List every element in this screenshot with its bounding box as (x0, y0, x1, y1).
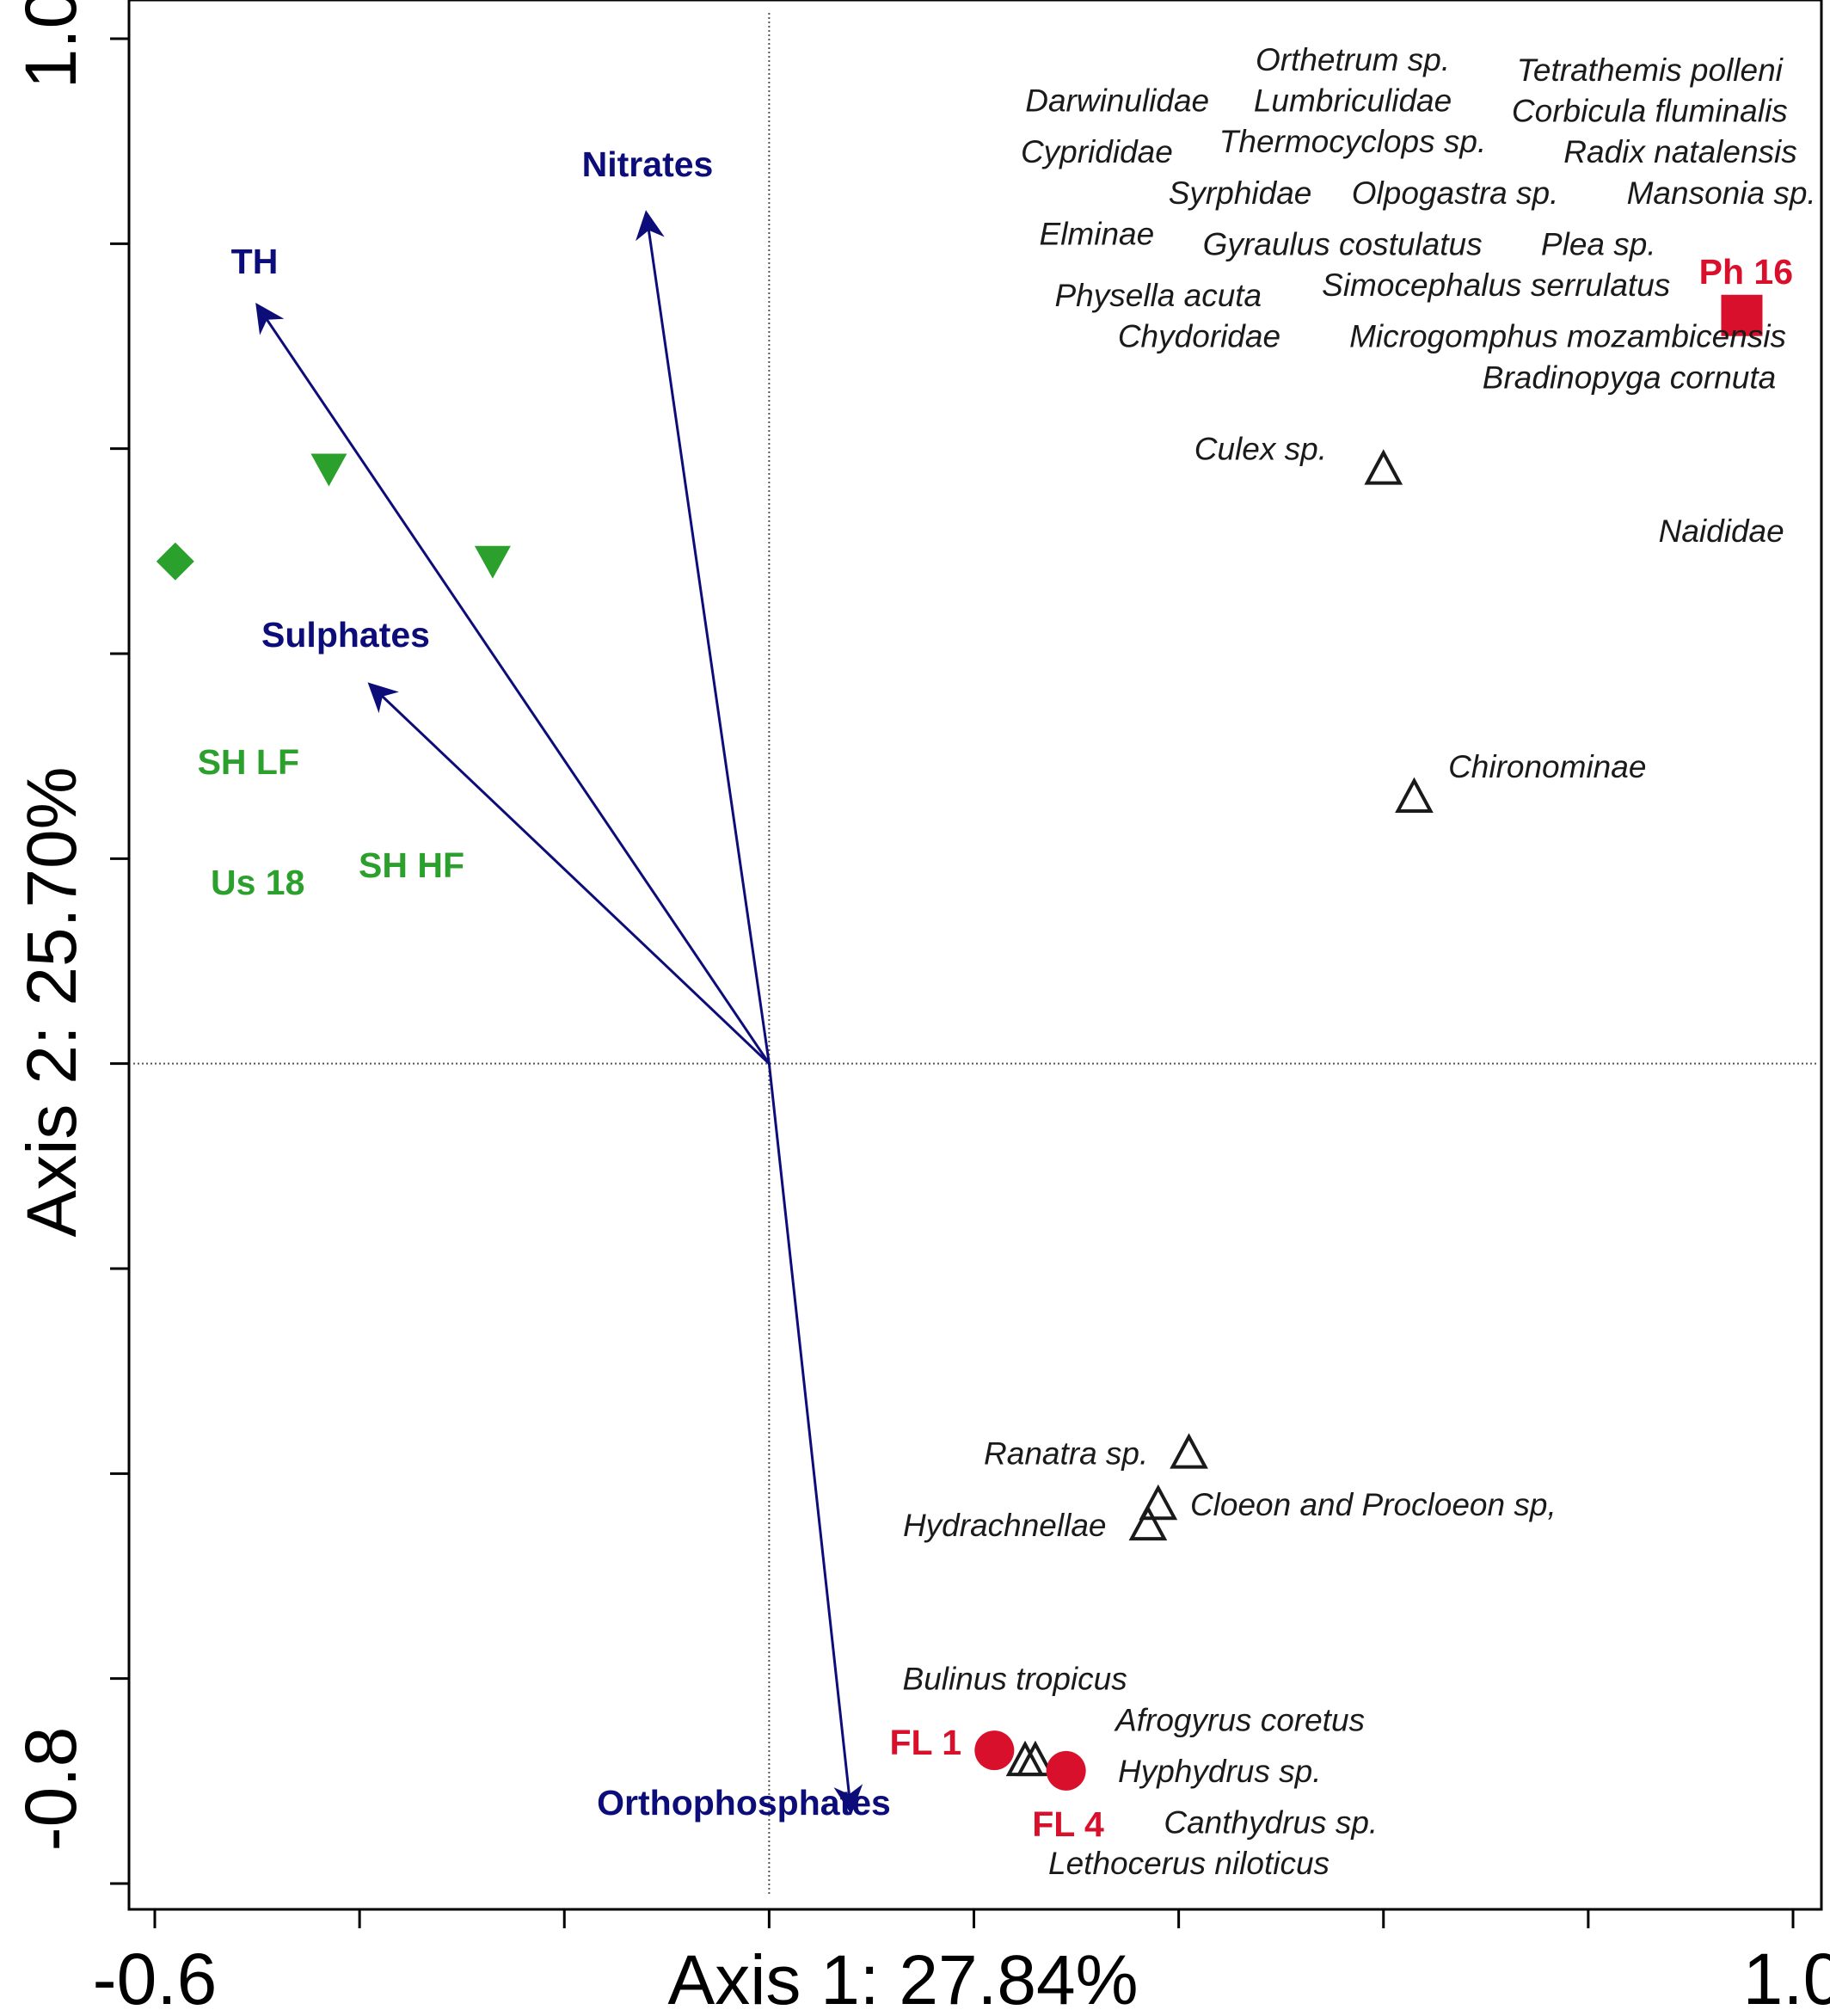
species-label: Microgomphus mozambicensis (1349, 319, 1786, 354)
x-tick-label-max: 1.0 (1743, 1939, 1830, 2016)
species-label: Physella acuta (1054, 278, 1262, 313)
site-marker (974, 1730, 1015, 1771)
vector-arrow (767, 1063, 863, 1815)
site-points: SH LF SH HF Us 18 Ph 16 FL 1 FL 4 (156, 252, 1793, 1844)
vector-label: Sulphates (261, 615, 430, 655)
species-label: Cloeon and Procloeon sp, (1190, 1487, 1557, 1522)
species-label: Orthetrum sp. (1256, 42, 1450, 77)
vector-label: TH (231, 242, 279, 281)
site-label: FL 1 (889, 1723, 961, 1762)
vector-arrow (367, 682, 771, 1065)
site-label: Us 18 (211, 863, 304, 902)
species-label: Afrogyrus coretus (1114, 1702, 1365, 1737)
x-axis-ticks (153, 1909, 1795, 1928)
species-label: Hydrachnellae (903, 1508, 1107, 1543)
site-marker (156, 542, 194, 581)
species-label: Tetrathemis polleni (1517, 52, 1784, 88)
species-point (1364, 449, 1403, 485)
site-marker (474, 545, 511, 579)
species-point (1170, 1433, 1208, 1469)
species-label: Corbicula fluminalis (1512, 93, 1788, 128)
species-label: Darwinulidae (1025, 83, 1209, 119)
environment-vectors: Nitrates TH Sulphates Orthophosphates (231, 144, 891, 1822)
species-point (1139, 1484, 1178, 1521)
species-label: Bradinopyga cornuta (1483, 360, 1776, 395)
species-labels: Orthetrum sp. Tetrathemis polleni Darwinul… (903, 42, 1816, 1881)
species-label: Elminae (1040, 216, 1155, 251)
vector-arrow (636, 210, 771, 1064)
species-label: Radix natalensis (1563, 134, 1796, 169)
species-label: Bulinus tropicus (903, 1662, 1127, 1697)
species-label: Culex sp. (1194, 432, 1327, 467)
species-label: Plea sp. (1541, 226, 1656, 261)
y-axis-title: Axis 2: 25.70% (13, 767, 91, 1238)
species-label: Cyprididae (1021, 134, 1173, 169)
species-label: Hyphydrus sp. (1118, 1754, 1322, 1789)
species-points (1005, 449, 1434, 1777)
species-label: Canthydrus sp. (1164, 1805, 1378, 1841)
site-marker (310, 453, 347, 487)
x-tick-label-min: -0.6 (93, 1939, 218, 2016)
site-label: Ph 16 (1699, 252, 1793, 292)
y-tick-label-max: 1.0 (10, 0, 91, 89)
species-point (1395, 777, 1434, 813)
species-label: Mansonia sp. (1627, 175, 1816, 211)
species-label: Simocephalus serrulatus (1322, 267, 1670, 303)
site-label: SH LF (198, 742, 299, 782)
site-marker (1721, 294, 1763, 336)
y-tick-label-min: -0.8 (10, 1727, 91, 1852)
site-marker (1046, 1750, 1086, 1791)
species-label: Thermocyclops sp. (1219, 124, 1487, 159)
site-label: SH HF (359, 845, 464, 885)
species-label: Naididae (1659, 513, 1784, 549)
species-label: Chironominae (1448, 749, 1646, 784)
species-label: Syrphidae (1169, 175, 1312, 211)
species-label: Lumbriculidae (1254, 83, 1452, 119)
site-label: FL 4 (1032, 1804, 1104, 1844)
species-label: Gyraulus costulatus (1203, 226, 1483, 261)
y-axis-ticks (110, 37, 129, 1885)
vector-label: Orthophosphates (597, 1783, 891, 1822)
x-axis-title: Axis 1: 27.84% (668, 1941, 1139, 2016)
species-label: Ranatra sp. (984, 1436, 1148, 1472)
species-label: Olpogastra sp. (1352, 175, 1559, 211)
vector-label: Nitrates (582, 144, 714, 184)
species-point (1016, 1740, 1055, 1777)
species-label: Lethocerus niloticus (1048, 1846, 1330, 1881)
species-point (1128, 1504, 1168, 1541)
species-label: Chydoridae (1118, 319, 1280, 354)
vector-arrow (255, 303, 771, 1065)
